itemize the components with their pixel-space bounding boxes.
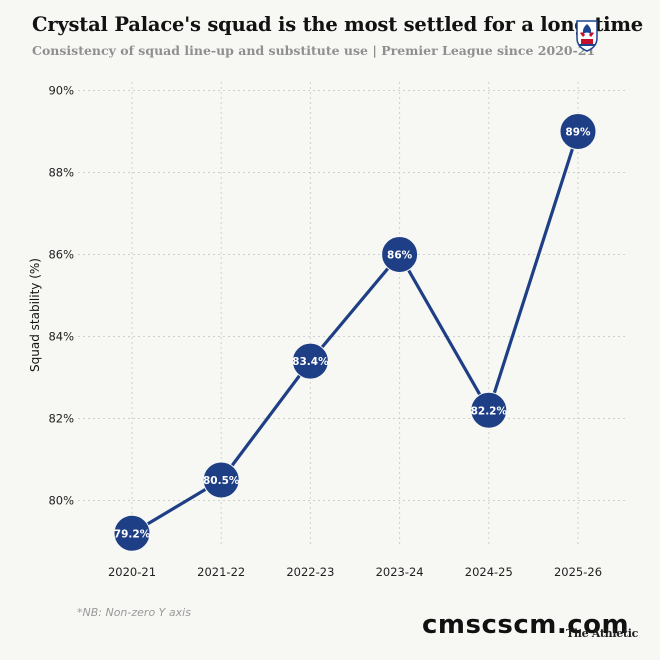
data-point bbox=[470, 391, 508, 429]
data-label: 79.2% bbox=[114, 528, 151, 540]
x-tick-label: 2023-24 bbox=[376, 565, 424, 579]
data-point bbox=[202, 461, 240, 499]
y-tick-label: 80% bbox=[48, 494, 74, 508]
y-tick-label: 88% bbox=[48, 166, 74, 180]
x-tick-label: 2024-25 bbox=[465, 565, 513, 579]
data-label: 80.5% bbox=[203, 475, 240, 487]
crystal-palace-crest-icon bbox=[576, 20, 598, 52]
chart-subtitle: Consistency of squad line-up and substit… bbox=[32, 43, 596, 58]
watermark: cmscscm.com bbox=[422, 610, 630, 640]
source-credit: The Athletic bbox=[566, 627, 638, 640]
data-point bbox=[291, 342, 329, 380]
data-point bbox=[559, 113, 597, 150]
x-tick-label: 2020-21 bbox=[108, 565, 156, 579]
y-tick-label: 82% bbox=[48, 412, 74, 426]
footnote: *NB: Non-zero Y axis bbox=[77, 606, 191, 619]
chart-title: Crystal Palace's squad is the most settl… bbox=[32, 13, 643, 36]
data-point bbox=[113, 514, 151, 552]
data-label: 82.2% bbox=[471, 405, 508, 417]
y-tick-label: 86% bbox=[48, 248, 74, 262]
y-tick-label: 84% bbox=[48, 330, 74, 344]
x-tick-label: 2022-23 bbox=[286, 565, 334, 579]
data-label: 83.4% bbox=[292, 356, 329, 368]
data-point bbox=[381, 236, 419, 273]
data-label: 89% bbox=[565, 127, 591, 139]
x-tick-label: 2025-26 bbox=[554, 565, 602, 579]
y-tick-label: 90% bbox=[48, 84, 74, 98]
x-tick-label: 2021-22 bbox=[197, 565, 245, 579]
series-line bbox=[131, 131, 580, 535]
data-label: 86% bbox=[387, 250, 413, 262]
